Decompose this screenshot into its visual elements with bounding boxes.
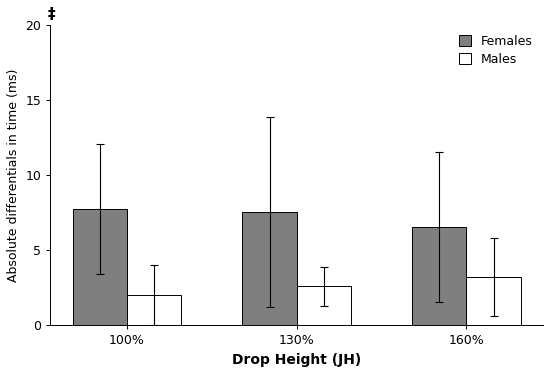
Bar [297,286,351,325]
Bar [243,212,297,325]
Bar [466,278,521,325]
Text: ‡: ‡ [48,7,55,22]
Bar [412,227,466,325]
Legend: Females, Males: Females, Males [455,31,537,70]
Y-axis label: Absolute differentials in time (ms): Absolute differentials in time (ms) [7,68,20,282]
Bar [73,209,127,325]
X-axis label: Drop Height (JH): Drop Height (JH) [232,353,361,367]
Bar [127,295,182,325]
